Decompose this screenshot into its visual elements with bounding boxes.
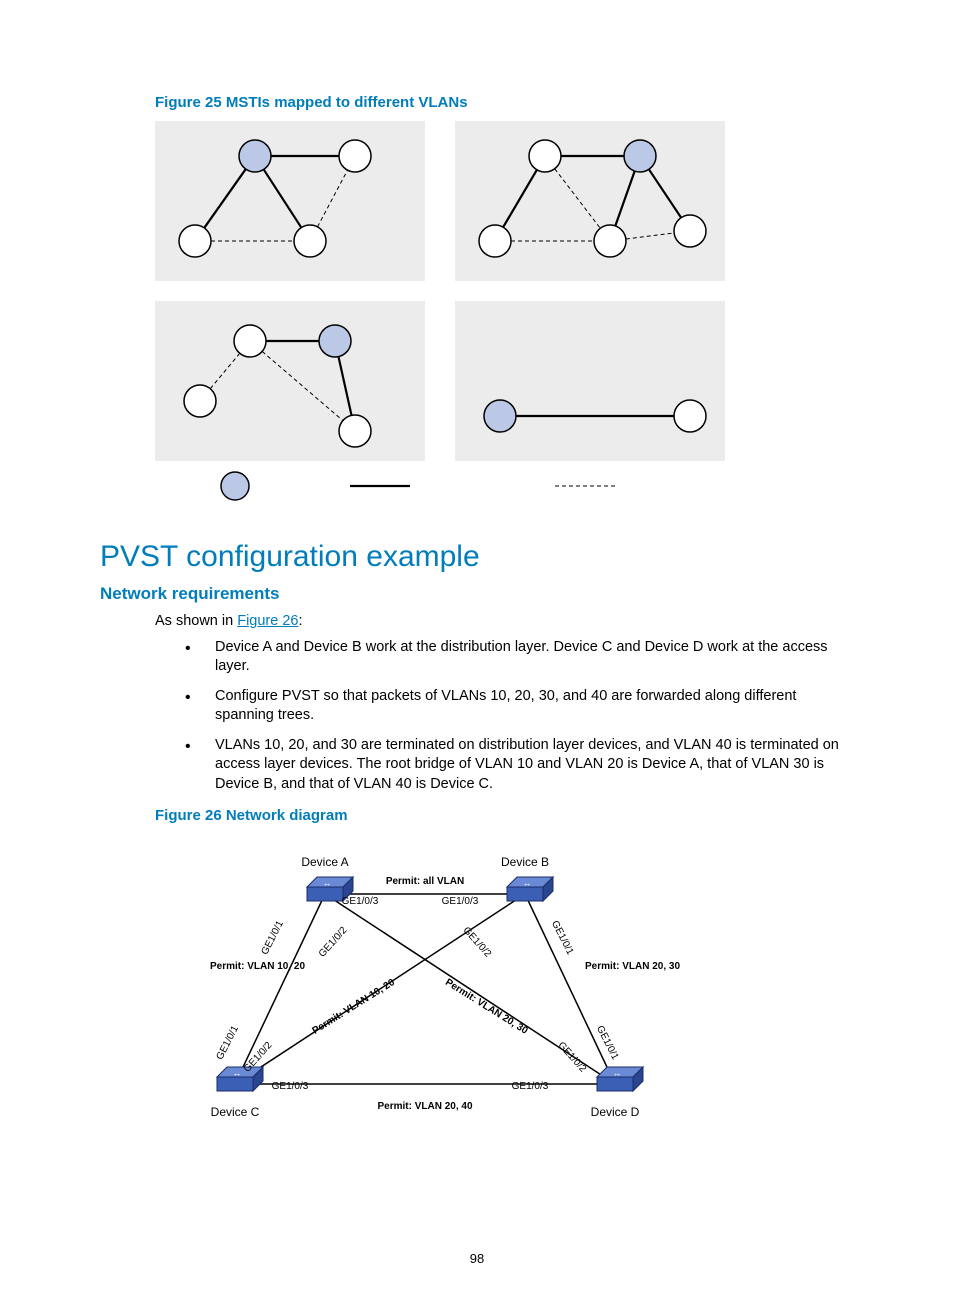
figure26-diagram: ↔ Device A ↔ Device B ↔ Device C ↔ Device D GE1/…: [155, 834, 854, 1149]
page: Figure 25 MSTIs mapped to different VLAN…: [0, 0, 954, 1296]
svg-text:GE1/0/3: GE1/0/3: [272, 1081, 309, 1092]
svg-text:GE1/0/2: GE1/0/2: [555, 1040, 588, 1075]
svg-text:Device A: Device A: [301, 855, 348, 869]
intro-prefix: As shown in: [155, 613, 237, 629]
svg-text:Device B: Device B: [501, 855, 549, 869]
figure25-diagram: [155, 121, 854, 516]
svg-text:GE1/0/1: GE1/0/1: [594, 1024, 621, 1062]
svg-text:GE1/0/1: GE1/0/1: [260, 918, 287, 956]
svg-text:GE1/0/3: GE1/0/3: [442, 896, 479, 907]
svg-text:GE1/0/3: GE1/0/3: [512, 1081, 549, 1092]
svg-text:GE1/0/3: GE1/0/3: [342, 896, 379, 907]
svg-text:Permit: VLAN 20, 40: Permit: VLAN 20, 40: [377, 1101, 472, 1112]
svg-text:Permit: VLAN 10, 20: Permit: VLAN 10, 20: [210, 961, 305, 972]
section-title: PVST configuration example: [100, 540, 854, 574]
svg-text:↔: ↔: [523, 878, 532, 888]
page-number: 98: [0, 1251, 954, 1266]
svg-text:↔: ↔: [613, 1068, 622, 1078]
figure25-caption: Figure 25 MSTIs mapped to different VLAN…: [155, 94, 854, 111]
svg-text:Permit: all VLAN: Permit: all VLAN: [386, 876, 464, 887]
intro-suffix: :: [298, 613, 302, 629]
svg-text:GE1/0/2: GE1/0/2: [460, 925, 493, 960]
list-item: VLANs 10, 20, and 30 are terminated on d…: [185, 736, 854, 795]
svg-text:Device C: Device C: [211, 1105, 260, 1119]
svg-text:Permit: VLAN 20, 30: Permit: VLAN 20, 30: [585, 961, 680, 972]
figure26-link[interactable]: Figure 26: [237, 613, 298, 629]
svg-text:Permit: VLAN 20, 30: Permit: VLAN 20, 30: [443, 977, 530, 1037]
svg-text:GE1/0/1: GE1/0/1: [215, 1023, 242, 1061]
svg-text:Permit: VLAN 10, 20: Permit: VLAN 10, 20: [310, 976, 397, 1036]
svg-text:↔: ↔: [323, 878, 332, 888]
svg-text:↔: ↔: [233, 1068, 242, 1078]
svg-text:Device D: Device D: [591, 1105, 640, 1119]
figure26-caption: Figure 26 Network diagram: [155, 807, 854, 824]
requirements-list: Device A and Device B work at the distri…: [185, 638, 854, 795]
svg-text:GE1/0/2: GE1/0/2: [317, 924, 350, 959]
list-item: Device A and Device B work at the distri…: [185, 638, 854, 677]
intro-text: As shown in Figure 26:: [155, 612, 854, 632]
list-item: Configure PVST so that packets of VLANs …: [185, 687, 854, 726]
section-subtitle: Network requirements: [100, 584, 854, 604]
